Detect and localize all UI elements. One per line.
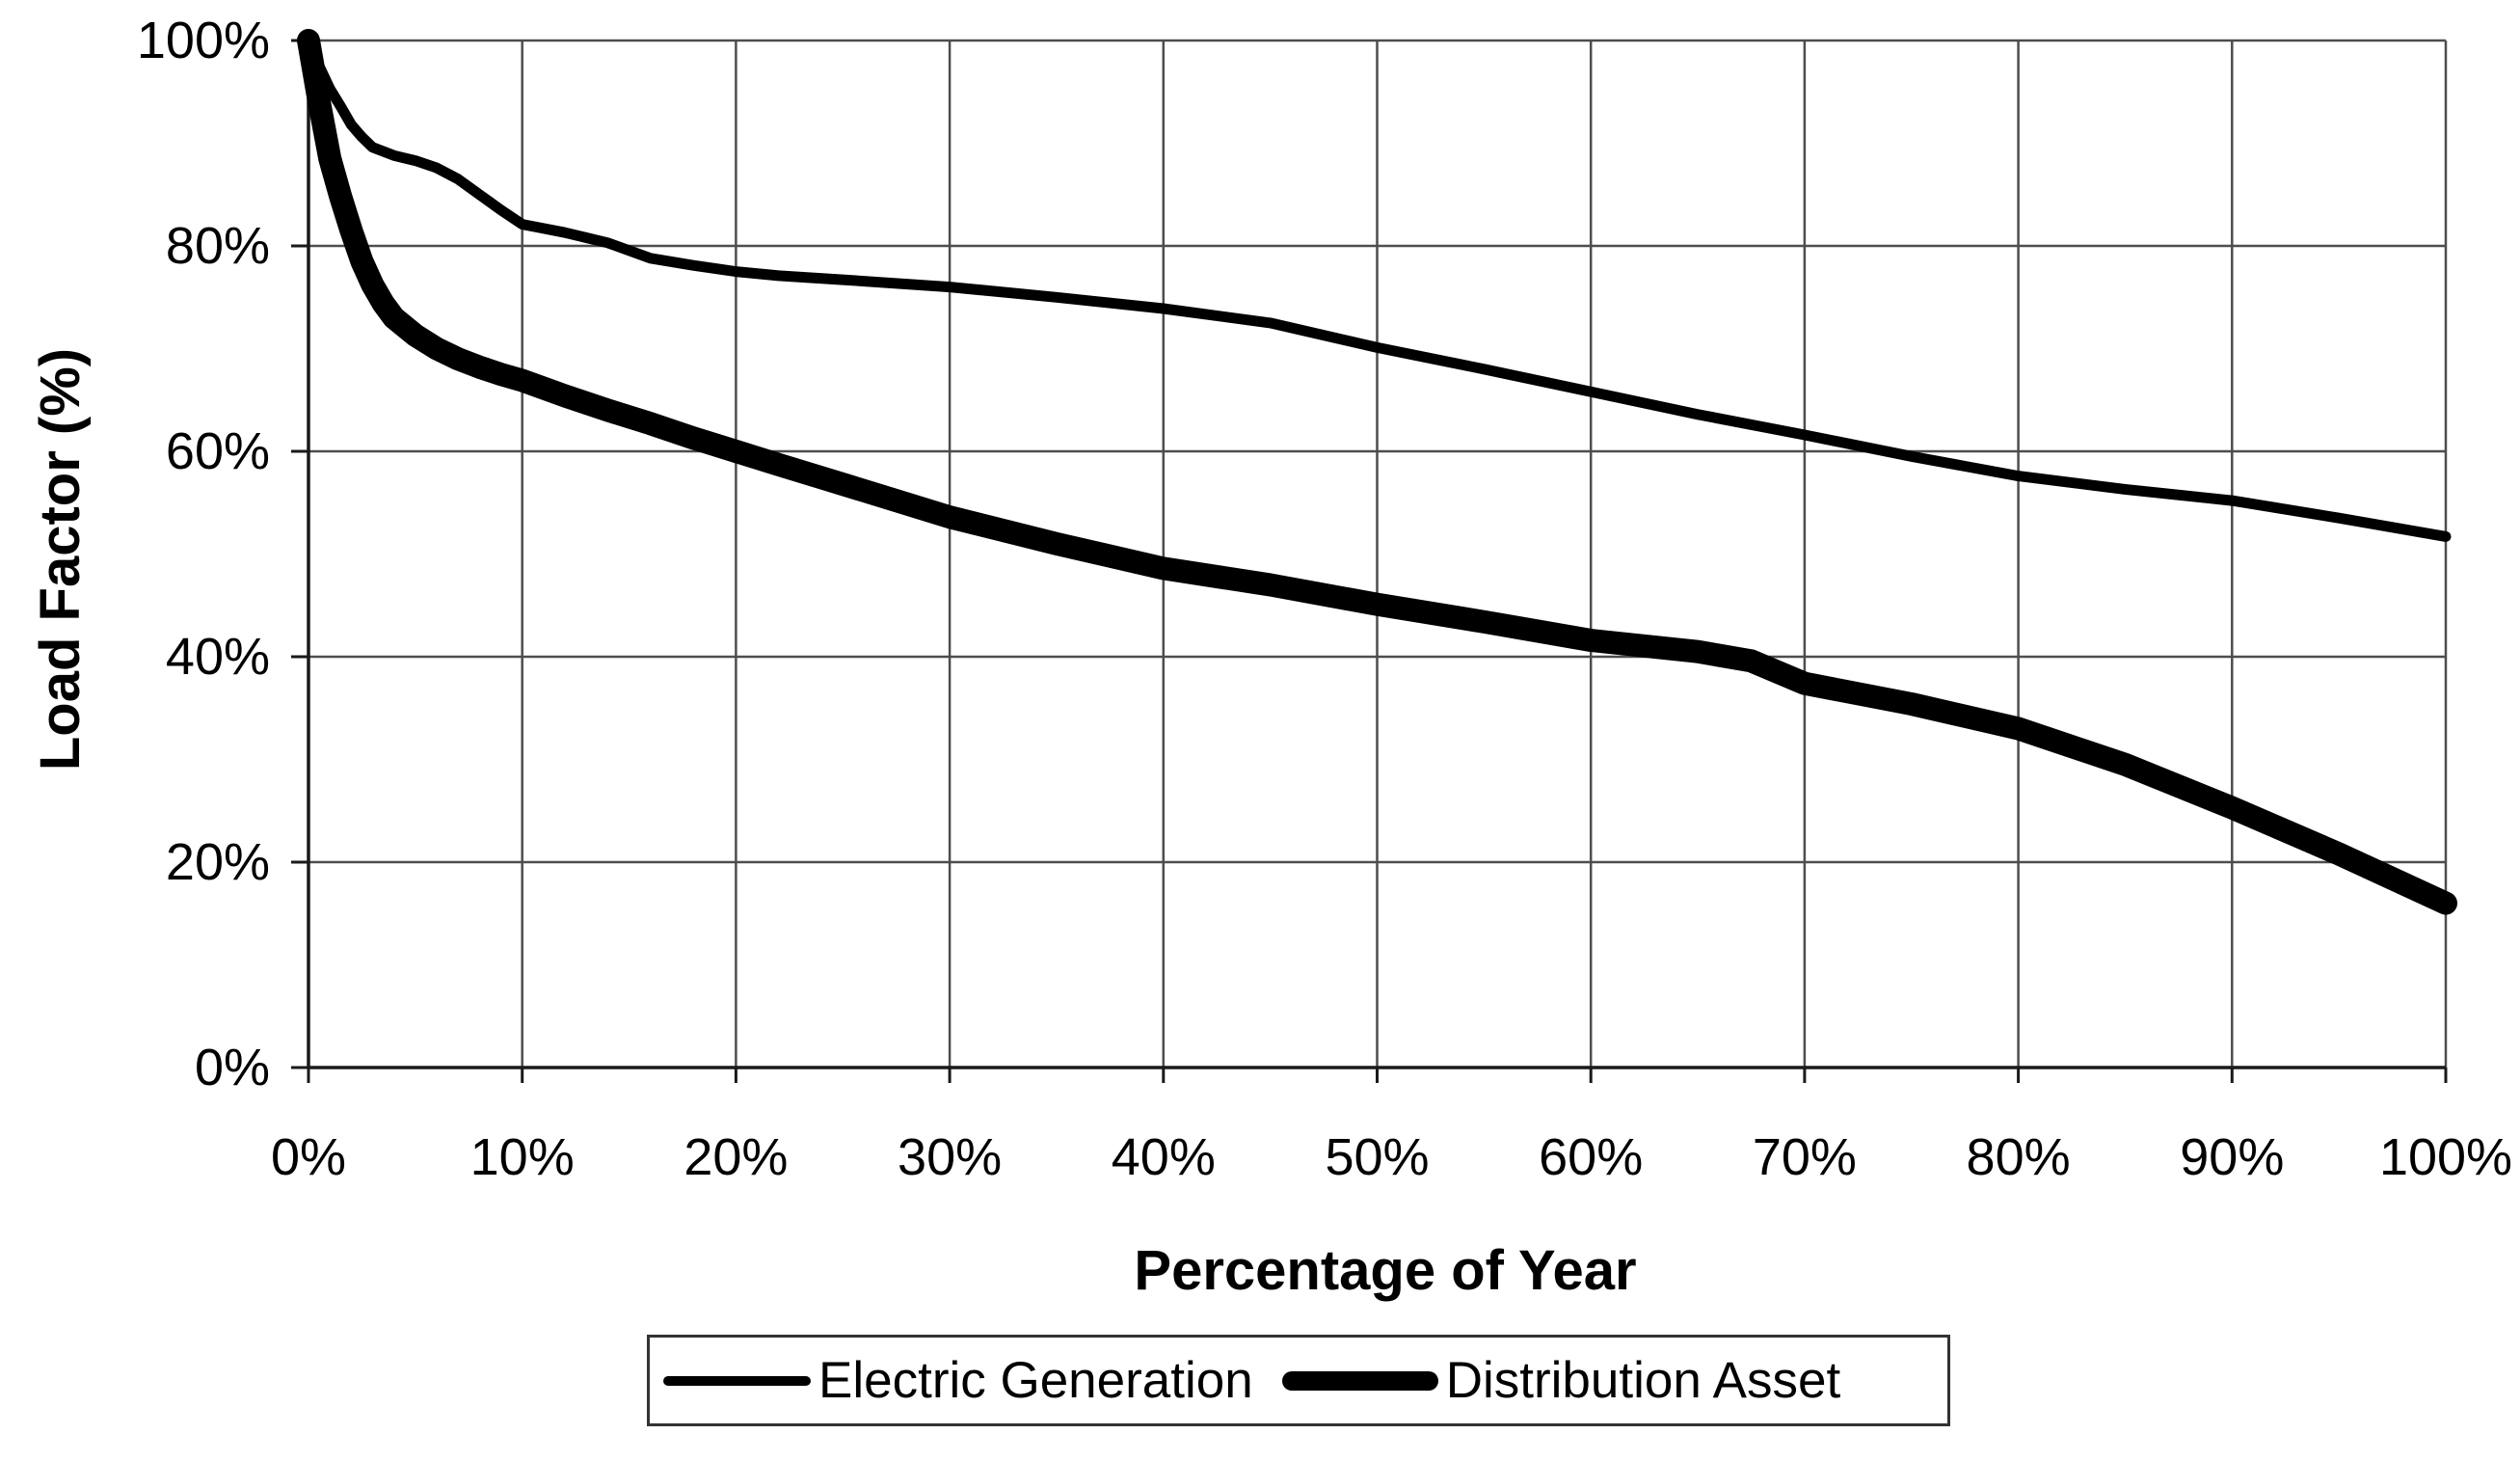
y-tick-label: 60% [165, 422, 270, 480]
legend-swatch-distribution-asset [1281, 1370, 1438, 1391]
x-tick-label: 20% [684, 1128, 789, 1186]
axis-ticks [291, 39, 2448, 1083]
x-tick-label: 0% [270, 1128, 347, 1186]
x-tick-label: 40% [1111, 1128, 1216, 1186]
legend-label-electric-generation: Electric Generation [818, 1352, 1253, 1409]
series-line-electric-generation [303, 35, 2452, 542]
y-tick-label: 0% [194, 1039, 270, 1096]
legend-label-distribution-asset: Distribution Asset [1445, 1352, 1841, 1409]
series-line-distribution-asset [297, 29, 2457, 915]
x-tick-label: 10% [469, 1128, 575, 1186]
gridlines [307, 39, 2448, 1069]
y-tick-label: 20% [165, 833, 270, 891]
axes [307, 41, 2446, 1069]
y-axis-title: Load Factor (%) [29, 347, 92, 771]
x-tick-label: 80% [1966, 1128, 2071, 1186]
y-tick-label: 100% [136, 12, 270, 69]
x-tick-label: 100% [2378, 1128, 2513, 1186]
x-axis-title: Percentage of Year [1134, 1239, 1637, 1302]
legend-swatch-electric-generation [663, 1375, 811, 1386]
y-tick-label: 80% [165, 217, 270, 275]
y-tick-label: 40% [165, 628, 270, 686]
x-tick-label: 50% [1325, 1128, 1430, 1186]
x-tick-label: 30% [898, 1128, 1003, 1186]
x-tick-label: 60% [1539, 1128, 1644, 1186]
legend: Electric Generation Distribution Asset [647, 1335, 1950, 1426]
x-tick-label: 90% [2180, 1128, 2285, 1186]
x-tick-label: 70% [1752, 1128, 1857, 1186]
